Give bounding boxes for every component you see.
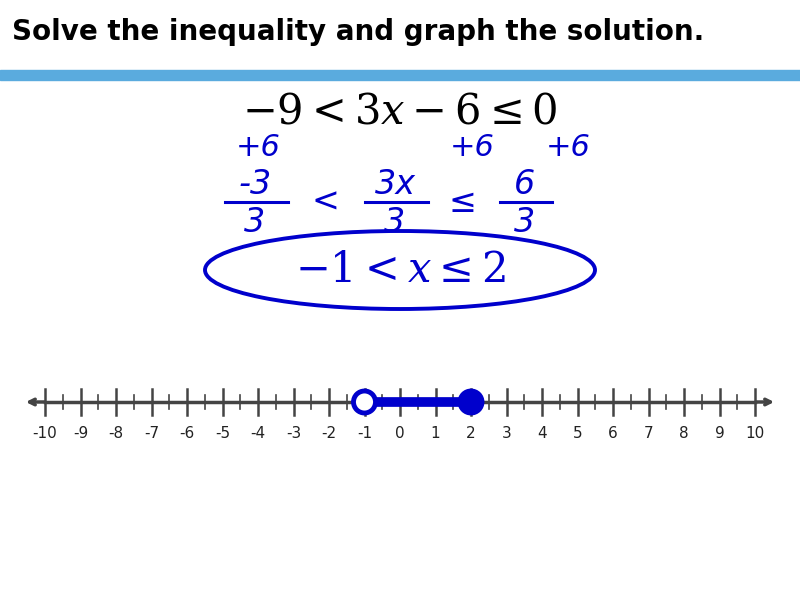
Text: 3x: 3x (374, 167, 415, 200)
Text: 10: 10 (746, 426, 765, 441)
Text: 6: 6 (514, 167, 536, 200)
Text: -2: -2 (322, 426, 337, 441)
Text: ≤: ≤ (449, 185, 477, 218)
Text: $-9 < 3x - 6 \leq 0$: $-9 < 3x - 6 \leq 0$ (242, 91, 558, 133)
Text: 3: 3 (514, 205, 536, 238)
Text: -1: -1 (357, 426, 372, 441)
Text: 3: 3 (244, 205, 266, 238)
Text: -3: -3 (238, 167, 272, 200)
Text: $-1 < x \leq 2$: $-1 < x \leq 2$ (294, 249, 506, 291)
Bar (0, 80, 800, 600)
Text: 9: 9 (714, 426, 724, 441)
Text: -6: -6 (179, 426, 194, 441)
Text: 6: 6 (608, 426, 618, 441)
Text: 2: 2 (466, 426, 476, 441)
Text: -3: -3 (286, 426, 301, 441)
Text: +6: +6 (546, 133, 590, 163)
Text: -8: -8 (109, 426, 123, 441)
Text: 3: 3 (384, 205, 406, 238)
Text: +6: +6 (235, 133, 281, 163)
Text: 3: 3 (502, 426, 511, 441)
Text: -5: -5 (215, 426, 230, 441)
Text: 8: 8 (679, 426, 689, 441)
Text: <: < (311, 185, 339, 218)
Text: 1: 1 (430, 426, 440, 441)
Text: -7: -7 (144, 426, 159, 441)
Bar (0, 70, 800, 80)
Text: -9: -9 (73, 426, 88, 441)
Text: -4: -4 (250, 426, 266, 441)
Text: 4: 4 (537, 426, 547, 441)
Text: 7: 7 (644, 426, 654, 441)
Bar (0, 0, 800, 70)
Circle shape (460, 391, 482, 413)
Text: -10: -10 (33, 426, 58, 441)
Text: 5: 5 (573, 426, 582, 441)
Text: 0: 0 (395, 426, 405, 441)
Text: Solve the inequality and graph the solution.: Solve the inequality and graph the solut… (12, 18, 704, 46)
Text: +6: +6 (450, 133, 494, 163)
Circle shape (354, 391, 375, 413)
